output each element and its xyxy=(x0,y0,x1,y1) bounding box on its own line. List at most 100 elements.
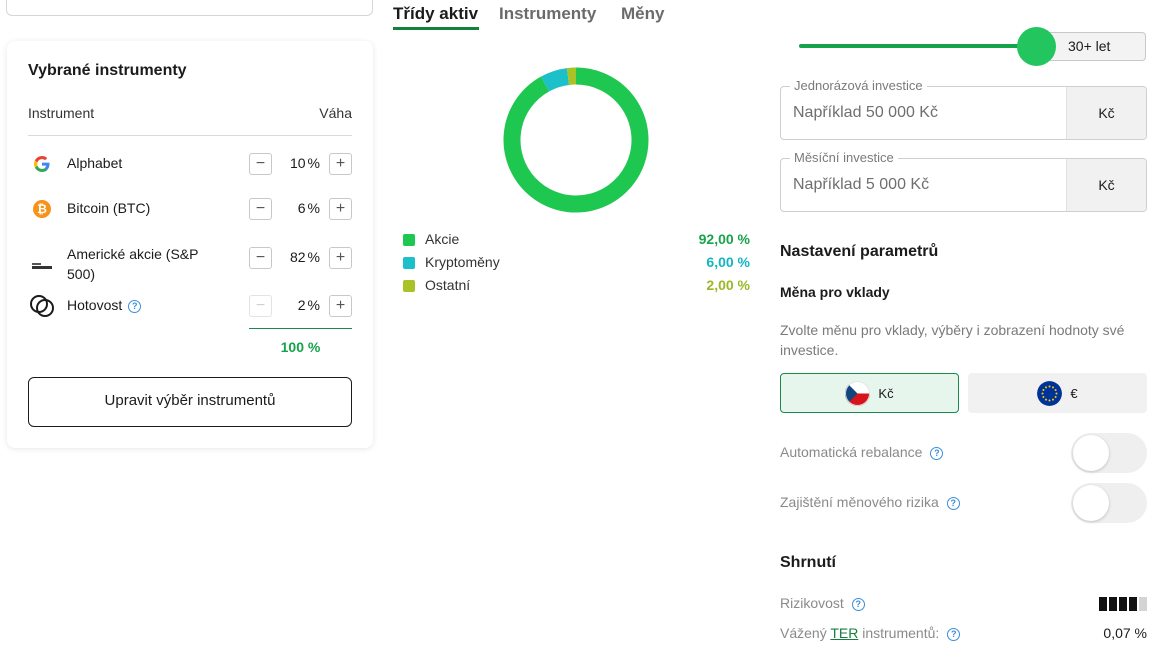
currency-label: Kč xyxy=(878,385,894,401)
one-time-investment-field: Jednorázová investice Kč xyxy=(780,78,1147,140)
instrument-row-cash: Hotovost? − 2% + xyxy=(28,295,352,335)
help-icon[interactable]: ? xyxy=(946,497,960,510)
donut-slice-akcie xyxy=(503,67,649,213)
risk-bar xyxy=(1129,597,1137,611)
currency-description: Zvolte měnu pro vklady, výběry i zobraze… xyxy=(780,322,1125,358)
instrument-name: Bitcoin (BTC) xyxy=(67,200,151,216)
weight-value[interactable]: 10% xyxy=(289,155,320,171)
fx-hedge-row: Zajištění měnového rizika? xyxy=(780,483,1147,523)
help-icon[interactable]: ? xyxy=(128,300,142,313)
column-header-weight: Váha xyxy=(319,105,352,121)
bitcoin-logo-icon: ₿ xyxy=(31,198,53,220)
weight-value[interactable]: 82% xyxy=(289,249,320,265)
horizon-value-badge: 30+ let xyxy=(1047,32,1146,61)
summary-title: Shrnutí xyxy=(780,554,836,571)
total-divider xyxy=(249,328,352,329)
donut-slice-kryptoměny xyxy=(541,68,570,92)
risk-level-indicator xyxy=(1099,597,1147,611)
legend-value: 6,00 % xyxy=(706,254,750,270)
search-field-partial[interactable] xyxy=(6,0,373,16)
currency-eur-button[interactable]: € xyxy=(968,373,1147,413)
instrument-name: Americké akcie (S&P 500) xyxy=(67,246,199,282)
horizon-slider-track[interactable] xyxy=(799,44,1039,48)
risk-bar xyxy=(1099,597,1107,611)
cash-logo-icon xyxy=(29,293,55,319)
ishares-logo-icon xyxy=(31,256,53,278)
help-icon[interactable]: ? xyxy=(930,447,944,460)
legend-label: Akcie xyxy=(425,231,460,247)
tab-instruments[interactable]: Instrumenty xyxy=(499,4,597,23)
help-icon[interactable]: ? xyxy=(851,598,865,611)
czech-flag-icon xyxy=(845,380,871,406)
legend-swatch xyxy=(403,234,415,246)
auto-rebalance-row: Automatická rebalance? xyxy=(780,433,1147,473)
ter-link[interactable]: TER xyxy=(830,625,859,641)
risk-bar xyxy=(1119,597,1127,611)
increase-button[interactable]: + xyxy=(329,247,352,269)
fx-hedge-label: Zajištění měnového rizika? xyxy=(780,494,960,510)
decrease-button[interactable]: − xyxy=(249,247,272,269)
fx-hedge-toggle[interactable] xyxy=(1071,483,1147,523)
legend-value: 92,00 % xyxy=(698,231,750,247)
toggle-knob xyxy=(1073,435,1109,471)
weight-value[interactable]: 2% xyxy=(297,297,320,313)
help-icon[interactable]: ? xyxy=(947,628,961,641)
legend-swatch xyxy=(403,257,415,269)
weight-stepper: − 6% + xyxy=(249,198,352,220)
instrument-name: Hotovost? xyxy=(67,295,227,315)
legend-label: Kryptoměny xyxy=(425,254,500,270)
edit-selection-button[interactable]: Upravit výběr instrumentů xyxy=(28,377,352,427)
active-tab-indicator xyxy=(393,27,479,30)
column-header-instrument: Instrument xyxy=(28,105,95,121)
weight-stepper: − 82% + xyxy=(249,247,352,269)
allocation-donut-chart xyxy=(503,67,649,213)
ter-row: Vážený TER instrumentů:? 0,07 % xyxy=(780,625,1147,645)
decrease-button[interactable]: − xyxy=(249,153,272,175)
card-title: Vybrané instrumenty xyxy=(28,62,187,79)
horizon-slider-thumb[interactable] xyxy=(1017,27,1056,66)
donut-slice-ostatní xyxy=(566,67,577,85)
weight-stepper: − 10% + xyxy=(249,153,352,175)
risk-row: Rizikovost? xyxy=(780,595,1147,615)
currency-label: € xyxy=(1070,385,1078,401)
auto-rebalance-toggle[interactable] xyxy=(1071,433,1147,473)
auto-rebalance-label: Automatická rebalance? xyxy=(780,444,944,460)
settings-title: Nastavení parametrů xyxy=(780,243,939,260)
legend-swatch xyxy=(403,280,415,292)
instrument-row-bitcoin: ₿ Bitcoin (BTC) − 6% + xyxy=(28,198,352,238)
ter-value: 0,07 % xyxy=(1103,625,1147,641)
risk-bar xyxy=(1109,597,1117,611)
increase-button[interactable]: + xyxy=(329,295,352,317)
weight-stepper: − 2% + xyxy=(249,295,352,317)
instrument-row-alphabet: Alphabet − 10% + xyxy=(28,153,352,193)
ter-label: Vážený TER instrumentů:? xyxy=(780,625,961,641)
currency-unit: Kč xyxy=(1066,87,1146,139)
increase-button[interactable]: + xyxy=(329,153,352,175)
risk-label: Rizikovost? xyxy=(780,595,865,611)
toggle-knob xyxy=(1073,485,1109,521)
risk-bar xyxy=(1139,597,1147,611)
eu-flag-icon xyxy=(1037,380,1063,406)
currency-czk-button[interactable]: Kč xyxy=(780,373,959,413)
legend-item: Kryptoměny 6,00 % xyxy=(403,254,750,272)
legend-item: Ostatní 2,00 % xyxy=(403,277,750,295)
google-logo-icon xyxy=(31,153,53,175)
monthly-investment-input[interactable] xyxy=(781,159,1066,211)
currency-unit: Kč xyxy=(1066,159,1146,211)
tab-asset-classes[interactable]: Třídy aktiv xyxy=(393,4,479,23)
one-time-investment-input[interactable] xyxy=(781,87,1066,139)
header-divider xyxy=(28,135,352,136)
legend-label: Ostatní xyxy=(425,277,471,293)
instrument-row-sp500: Americké akcie (S&P 500) − 82% + xyxy=(28,246,352,288)
decrease-button[interactable]: − xyxy=(249,295,272,317)
decrease-button[interactable]: − xyxy=(249,198,272,220)
selected-instruments-card: Vybrané instrumenty Instrument Váha Alph… xyxy=(7,41,373,448)
tab-currencies[interactable]: Měny xyxy=(621,4,665,23)
increase-button[interactable]: + xyxy=(329,198,352,220)
weight-value[interactable]: 6% xyxy=(297,200,320,216)
currency-section-title: Měna pro vklady xyxy=(780,284,890,300)
total-weight: 100 % xyxy=(280,339,321,355)
monthly-investment-field: Měsíční investice Kč xyxy=(780,150,1147,212)
legend-value: 2,00 % xyxy=(706,277,750,293)
legend-item: Akcie 92,00 % xyxy=(403,231,750,249)
